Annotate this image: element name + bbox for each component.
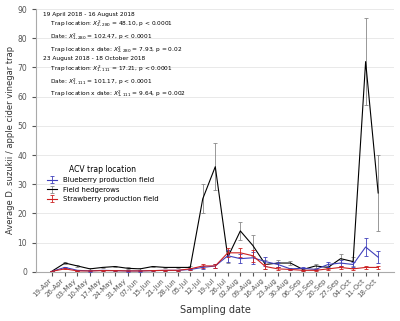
X-axis label: Sampling date: Sampling date — [180, 306, 251, 316]
Legend: Blueberry production field, Field hedgerows, Strawberry production field: Blueberry production field, Field hedger… — [47, 165, 158, 202]
Text: 19 April 2018 - 16 August 2018
    Trap location: $\mathit{X}^2_{2,280}$ = 48.10: 19 April 2018 - 16 August 2018 Trap loca… — [43, 12, 186, 99]
Y-axis label: Average D. suzukii / apple cider vinegar trap: Average D. suzukii / apple cider vinegar… — [6, 46, 14, 234]
